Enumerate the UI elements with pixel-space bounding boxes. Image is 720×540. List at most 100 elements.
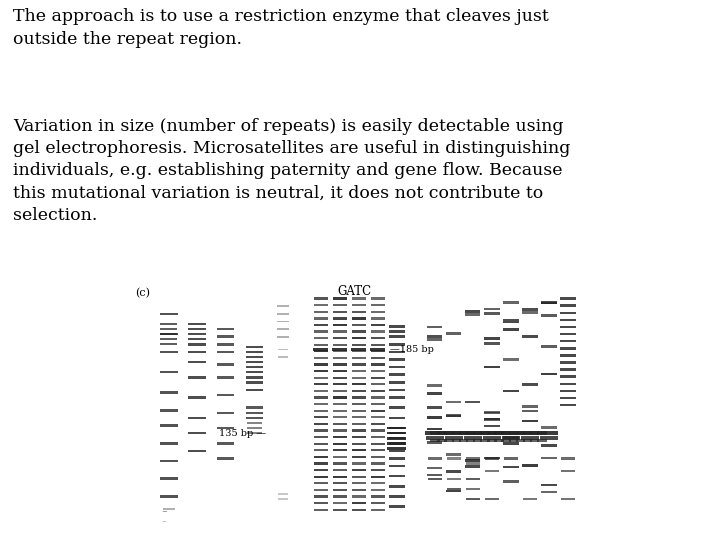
Bar — [459, 431, 468, 435]
Bar — [494, 439, 504, 442]
Text: The approach is to use a restriction enzyme that cleaves just
outside the repeat: The approach is to use a restriction enz… — [13, 9, 549, 48]
Bar — [333, 337, 347, 339]
Bar — [333, 469, 347, 471]
Bar — [560, 404, 575, 407]
Bar — [464, 436, 482, 440]
Bar — [485, 457, 499, 460]
Bar — [188, 350, 207, 353]
Bar — [466, 498, 480, 500]
Bar — [371, 449, 385, 451]
Bar — [161, 333, 177, 335]
Bar — [446, 415, 462, 417]
Bar — [333, 350, 347, 353]
Bar — [333, 324, 347, 326]
Bar — [389, 437, 405, 440]
Bar — [430, 431, 440, 435]
Bar — [351, 304, 366, 306]
Bar — [541, 456, 557, 459]
Bar — [371, 502, 385, 504]
Bar — [314, 383, 328, 386]
Text: ~: ~ — [162, 519, 166, 524]
Bar — [503, 358, 518, 361]
Bar — [314, 469, 328, 471]
Bar — [371, 495, 385, 498]
Bar — [560, 340, 575, 342]
Bar — [389, 432, 405, 434]
Bar — [160, 313, 178, 315]
Bar — [371, 509, 385, 511]
Bar — [560, 382, 575, 385]
Bar — [389, 389, 405, 391]
Bar — [332, 348, 348, 351]
Bar — [188, 396, 207, 399]
Bar — [246, 346, 263, 348]
Bar — [446, 401, 462, 403]
Bar — [160, 460, 178, 462]
Bar — [444, 439, 454, 442]
Bar — [427, 441, 443, 443]
Bar — [351, 310, 366, 313]
Bar — [351, 348, 366, 351]
Bar — [389, 485, 405, 488]
Bar — [246, 376, 263, 379]
Bar — [188, 361, 207, 363]
Bar — [485, 307, 500, 310]
Bar — [314, 502, 328, 504]
Bar — [351, 456, 366, 458]
Bar — [314, 423, 328, 425]
Bar — [389, 442, 405, 444]
Bar — [217, 394, 234, 396]
Bar — [351, 357, 366, 359]
Bar — [465, 465, 480, 468]
Bar — [426, 436, 444, 440]
Bar — [485, 424, 500, 427]
Bar — [371, 330, 385, 333]
Bar — [217, 376, 234, 379]
Bar — [371, 310, 385, 313]
Bar — [473, 431, 482, 435]
Bar — [351, 383, 366, 386]
Bar — [160, 371, 178, 374]
Bar — [333, 456, 347, 458]
Bar — [427, 406, 443, 409]
Bar — [540, 436, 558, 440]
Bar — [333, 476, 347, 478]
Bar — [351, 449, 366, 451]
Bar — [371, 469, 385, 471]
Bar — [371, 489, 385, 491]
Bar — [437, 439, 446, 442]
Bar — [485, 418, 500, 421]
Bar — [502, 436, 520, 440]
Bar — [387, 447, 406, 450]
Bar — [560, 397, 575, 399]
Bar — [160, 442, 178, 444]
Bar — [160, 391, 178, 394]
Bar — [351, 390, 366, 392]
Bar — [465, 433, 480, 435]
Bar — [430, 439, 440, 442]
Bar — [428, 457, 442, 460]
Bar — [371, 416, 385, 419]
Bar — [501, 431, 521, 435]
Bar — [314, 310, 328, 313]
Bar — [541, 483, 557, 486]
Bar — [389, 330, 405, 333]
Bar — [541, 426, 557, 429]
Bar — [560, 326, 575, 328]
Bar — [277, 328, 289, 330]
Bar — [217, 343, 234, 346]
Bar — [371, 298, 385, 300]
Bar — [427, 416, 443, 418]
Bar — [188, 328, 207, 330]
Bar — [389, 475, 405, 477]
Bar — [389, 343, 405, 346]
Bar — [188, 333, 207, 335]
Bar — [246, 381, 263, 383]
Bar — [351, 462, 366, 465]
Bar — [389, 450, 405, 452]
Bar — [351, 330, 366, 333]
Bar — [161, 343, 177, 346]
Bar — [389, 407, 405, 409]
Bar — [314, 456, 328, 458]
Bar — [161, 323, 177, 325]
